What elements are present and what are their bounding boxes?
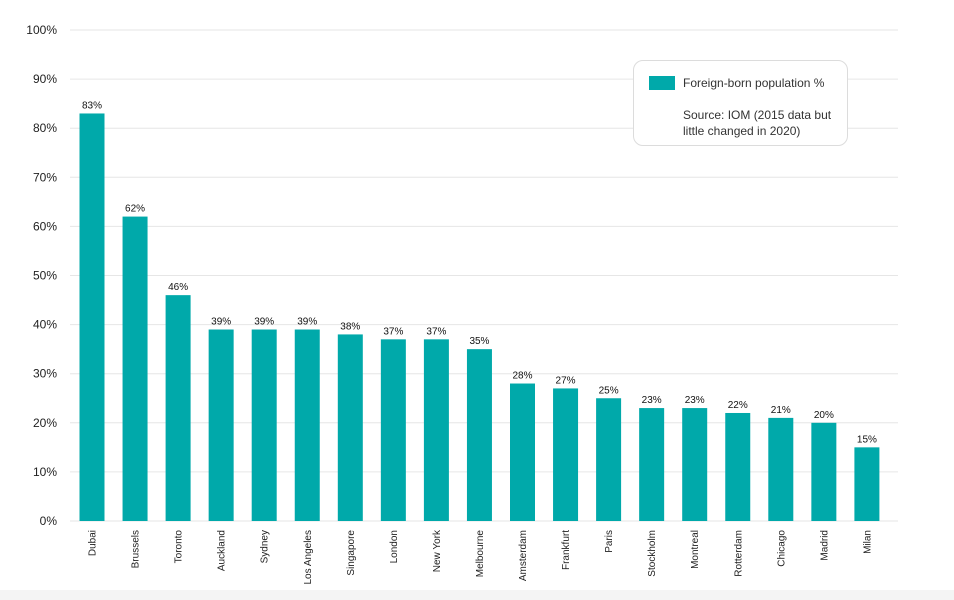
data-label: 39% <box>211 317 231 328</box>
data-label: 25% <box>599 385 619 396</box>
x-tick-label: Paris <box>604 530 615 553</box>
y-tick-label: 10% <box>33 465 57 479</box>
data-label: 20% <box>814 410 834 421</box>
bar <box>122 216 148 521</box>
y-tick-label: 0% <box>40 514 58 528</box>
legend: Foreign-born population % Source: IOM (2… <box>633 60 848 146</box>
data-label: 37% <box>426 326 446 337</box>
data-label: 83% <box>82 100 102 111</box>
bar <box>294 329 320 521</box>
x-tick-label: Melbourne <box>475 530 486 578</box>
bar <box>466 349 492 521</box>
bar <box>596 398 622 521</box>
bar <box>423 339 449 521</box>
bar <box>553 388 579 521</box>
y-tick-label: 20% <box>33 416 57 430</box>
data-label: 15% <box>857 434 877 445</box>
data-label: 28% <box>512 371 532 382</box>
x-tick-label: Amsterdam <box>518 530 529 581</box>
data-label: 39% <box>297 317 317 328</box>
data-label: 22% <box>728 400 748 411</box>
y-tick-label: 80% <box>33 121 57 135</box>
x-tick-label: Chicago <box>776 530 787 567</box>
bar <box>165 295 191 521</box>
x-tick-label: Madrid <box>819 530 830 561</box>
x-tick-label: Auckland <box>217 530 228 571</box>
bar <box>251 329 277 521</box>
page-bottom-strip <box>0 590 954 600</box>
data-label: 23% <box>685 395 705 406</box>
data-label: 38% <box>340 321 360 332</box>
x-tick-label: Dubai <box>88 530 99 556</box>
bar <box>208 329 234 521</box>
x-tick-label: Rotterdam <box>733 530 744 577</box>
y-tick-label: 30% <box>33 367 57 381</box>
x-tick-label: Brussels <box>131 530 142 568</box>
x-tick-label: Los Angeles <box>303 530 314 585</box>
data-label: 27% <box>556 375 576 386</box>
bar <box>854 447 880 521</box>
y-tick-label: 70% <box>33 170 57 184</box>
legend-swatch <box>649 76 675 90</box>
x-tick-label: London <box>389 530 400 563</box>
bar <box>639 408 665 521</box>
data-label: 62% <box>125 204 145 215</box>
bar <box>811 422 837 521</box>
y-tick-label: 100% <box>26 23 57 37</box>
x-tick-label: Montreal <box>690 530 701 569</box>
data-label: 37% <box>383 326 403 337</box>
data-label: 21% <box>771 405 791 416</box>
x-tick-label: Stockholm <box>647 530 658 577</box>
bar <box>380 339 406 521</box>
y-tick-label: 90% <box>33 72 57 86</box>
legend-source-note: Source: IOM (2015 data but little change… <box>683 108 832 138</box>
data-label: 39% <box>254 317 274 328</box>
y-tick-label: 50% <box>33 269 57 283</box>
bar <box>725 412 751 521</box>
bar <box>768 417 794 521</box>
x-tick-label: Milan <box>862 530 873 554</box>
data-label: 46% <box>168 282 188 293</box>
x-tick-label: Sydney <box>260 530 271 563</box>
data-label: 35% <box>469 336 489 347</box>
bar <box>337 334 363 521</box>
data-label: 23% <box>642 395 662 406</box>
x-tick-label: Frankfurt <box>561 530 572 570</box>
bar <box>510 383 535 521</box>
x-tick-label: Toronto <box>174 530 185 564</box>
x-tick-label: Singapore <box>346 530 357 576</box>
bar <box>79 113 105 521</box>
y-tick-label: 60% <box>33 219 57 233</box>
y-tick-label: 40% <box>33 318 57 332</box>
x-tick-label: New York <box>432 529 443 572</box>
bar <box>682 408 708 521</box>
legend-series-label: Foreign-born population % <box>683 76 825 90</box>
